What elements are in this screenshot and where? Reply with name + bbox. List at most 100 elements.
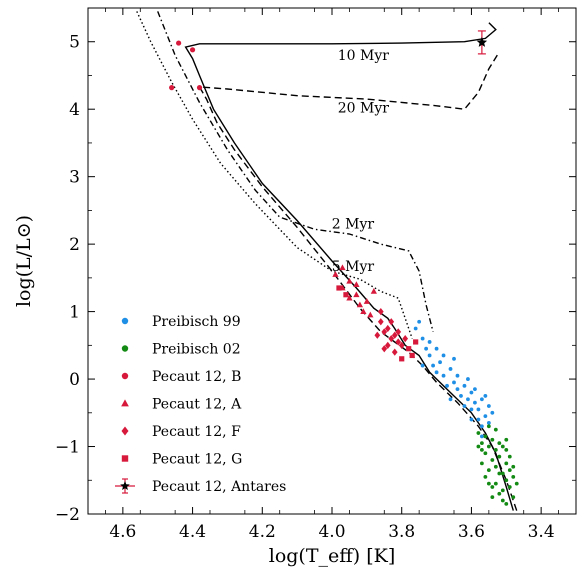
legend-label-6: Pecaut 12, Antares: [152, 479, 286, 495]
data-point-s0-24: [479, 424, 484, 429]
isochrone-line-1: [198, 51, 518, 511]
data-point-s0-31: [420, 363, 425, 368]
data-point-s3-2: [346, 277, 353, 284]
data-point-s1-33: [479, 448, 484, 452]
data-point-s1-32: [486, 481, 491, 486]
data-point-s0-21: [486, 404, 491, 408]
data-point-s1-15: [486, 468, 491, 473]
data-point-s4-6: [398, 341, 405, 349]
data-point-s1-28: [504, 448, 509, 452]
data-point-s1-16: [483, 434, 488, 439]
data-point-s2-3: [169, 85, 175, 91]
data-point-s0-23: [476, 417, 481, 422]
isochrone-line-0: [184, 22, 514, 511]
data-point-s5-1: [343, 292, 349, 298]
data-point-s0-13: [459, 394, 463, 398]
data-point-s1-22: [497, 441, 502, 446]
data-point-s5-2: [406, 346, 412, 352]
data-point-s0-17: [473, 400, 477, 405]
y-axis-label: log(L/L⊙): [13, 215, 35, 307]
data-point-s5-3: [409, 352, 415, 359]
data-point-s3-8: [339, 264, 346, 271]
legend-label-4: Pecaut 12, F: [152, 424, 241, 440]
data-point-s0-18: [476, 407, 481, 412]
isochrone-line-2: [157, 11, 434, 332]
data-point-s3-4: [356, 301, 364, 308]
data-point-s3-0: [332, 271, 339, 277]
data-point-s1-18: [500, 444, 505, 449]
legend-marker-5: [121, 455, 129, 462]
data-point-s1-23: [493, 427, 498, 432]
data-point-s1-34: [476, 444, 481, 449]
data-point-s1-20: [507, 468, 512, 473]
x-tick-label-2: 4.2: [249, 522, 276, 542]
data-point-s0-35: [483, 394, 488, 398]
data-point-s3-9: [346, 294, 353, 301]
data-point-s0-32: [448, 397, 453, 402]
y-tick-label-5: 3: [69, 168, 80, 188]
isochrone-layer: 10 Myr 20 Myr 2 Myr 5 Myr: [136, 11, 518, 511]
data-point-s4-10: [395, 328, 402, 336]
isochrone-label-1: 20 Myr: [338, 101, 390, 117]
data-point-s1-14: [490, 437, 495, 442]
legend-label-0: Preibisch 99: [152, 314, 241, 330]
data-point-s4-2: [384, 324, 391, 333]
x-tick-label-1: 4.4: [179, 522, 206, 542]
data-point-s1-21: [511, 474, 516, 479]
data-point-s4-4: [391, 331, 398, 339]
data-point-s1-38: [514, 481, 519, 486]
x-axis-label: log(T_eff) [K]: [269, 545, 395, 567]
data-point-s1-17: [479, 461, 484, 466]
data-point-s1-9: [507, 485, 512, 489]
data-point-s4-14: [377, 307, 384, 316]
data-point-s1-7: [500, 471, 505, 476]
data-point-s0-15: [466, 397, 470, 402]
data-point-s3-3: [353, 291, 360, 298]
data-point-s1-0: [476, 431, 481, 435]
data-point-s0-26: [462, 404, 467, 408]
data-point-s1-11: [504, 501, 509, 506]
data-point-s5-4: [399, 356, 405, 362]
data-point-s0-0: [413, 326, 418, 331]
data-point-s0-29: [434, 346, 439, 351]
data-point-s0-37: [490, 410, 495, 415]
data-point-s0-14: [462, 383, 467, 388]
data-point-s0-22: [469, 407, 474, 412]
legend: Preibisch 99 Preibisch 02 Pecaut 12, B Peca…: [115, 314, 286, 495]
isochrone-label-0: 10 Myr: [338, 48, 390, 64]
data-point-s0-5: [431, 363, 435, 368]
data-point-s1-31: [497, 471, 502, 476]
data-point-s0-19: [479, 397, 484, 402]
data-point-s0-36: [486, 421, 491, 425]
data-point-s1-37: [511, 464, 516, 469]
data-point-s1-10: [511, 495, 516, 500]
data-point-s1-5: [493, 464, 498, 469]
data-point-s4-11: [402, 334, 409, 343]
legend-marker-2: [121, 372, 129, 380]
data-point-s1-6: [497, 454, 502, 459]
legend-marker-antares: [120, 481, 130, 490]
x-tick-label-3: 4.0: [318, 522, 345, 542]
data-point-s3-5: [360, 308, 367, 314]
data-point-s4-8: [388, 318, 395, 326]
data-point-s1-29: [507, 454, 512, 459]
data-point-s4-7: [384, 341, 391, 349]
data-point-s1-8: [504, 478, 509, 483]
isochrone-label-3: 5 Myr: [332, 259, 375, 275]
x-tick-label-5: 3.6: [458, 522, 485, 542]
data-point-s1-4: [490, 458, 495, 462]
data-point-s0-30: [427, 340, 432, 344]
antares-point: [476, 36, 488, 47]
data-point-s4-1: [381, 328, 388, 336]
data-point-s0-6: [434, 370, 439, 375]
data-point-s4-12: [374, 331, 381, 339]
data-point-s3-10: [353, 281, 360, 287]
data-point-s1-27: [500, 488, 505, 493]
data-point-s0-16: [469, 390, 474, 395]
legend-marker-3: [121, 399, 129, 407]
data-point-s0-1: [417, 319, 422, 324]
data-point-s1-12: [497, 491, 502, 496]
data-point-s0-4: [427, 353, 432, 358]
